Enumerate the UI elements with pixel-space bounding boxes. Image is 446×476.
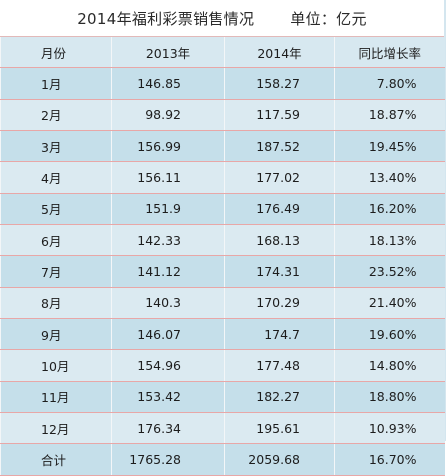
- cell-growth-rate: 19.45%: [334, 130, 445, 163]
- cell-month: 8月: [0, 287, 112, 320]
- cell-2013: 1765.28: [111, 443, 225, 476]
- cell-2014: 187.52: [224, 130, 335, 163]
- cell-2014: 177.48: [224, 349, 335, 382]
- table-row: 12月 176.34 195.61 10.93%: [0, 412, 445, 445]
- cell-2014: 182.27: [224, 381, 335, 414]
- table-title-row: 2014年福利彩票销售情况 单位：亿元: [0, 0, 444, 37]
- cell-2013: 156.99: [111, 130, 225, 163]
- header-row: 月份 2013年 2014年 同比增长率: [0, 37, 445, 69]
- cell-2014: 168.13: [224, 224, 335, 257]
- table-row: 2月 98.92 117.59 18.87%: [0, 99, 445, 132]
- header-growth-rate: 同比增长率: [334, 37, 445, 69]
- cell-2014: 174.31: [224, 255, 335, 288]
- cell-2014: 2059.68: [224, 443, 335, 476]
- cell-2013: 140.3: [111, 287, 225, 320]
- cell-month: 11月: [0, 381, 112, 414]
- cell-month: 9月: [0, 318, 112, 351]
- unit-label: 单位：亿元: [290, 9, 367, 28]
- table-row: 6月 142.33 168.13 18.13%: [0, 224, 445, 257]
- cell-growth-rate: 7.80%: [334, 67, 445, 100]
- cell-2013: 142.33: [111, 224, 225, 257]
- cell-month: 合计: [0, 443, 112, 476]
- cell-2013: 153.42: [111, 381, 225, 414]
- cell-growth-rate: 19.60%: [334, 318, 445, 351]
- cell-growth-rate: 23.52%: [334, 255, 445, 288]
- cell-2014: 158.27: [224, 67, 335, 100]
- cell-growth-rate: 16.20%: [334, 193, 445, 226]
- sales-table: 月份 2013年 2014年 同比增长率 1月 146.85 158.27 7.80%…: [0, 37, 445, 476]
- total-row: 合计 1765.28 2059.68 16.70%: [0, 443, 445, 476]
- cell-2013: 156.11: [111, 161, 225, 194]
- cell-month: 4月: [0, 161, 112, 194]
- cell-2013: 146.85: [111, 67, 225, 100]
- table-row: 3月 156.99 187.52 19.45%: [0, 130, 445, 163]
- cell-2014: 117.59: [224, 99, 335, 132]
- cell-growth-rate: 10.93%: [334, 412, 445, 445]
- cell-2013: 146.07: [111, 318, 225, 351]
- cell-month: 6月: [0, 224, 112, 257]
- table-row: 7月 141.12 174.31 23.52%: [0, 255, 445, 288]
- cell-growth-rate: 18.87%: [334, 99, 445, 132]
- cell-growth-rate: 13.40%: [334, 161, 445, 194]
- cell-2014: 176.49: [224, 193, 335, 226]
- cell-month: 2月: [0, 99, 112, 132]
- cell-month: 12月: [0, 412, 112, 445]
- table-row: 11月 153.42 182.27 18.80%: [0, 381, 445, 414]
- cell-2014: 170.29: [224, 287, 335, 320]
- table-row: 10月 154.96 177.48 14.80%: [0, 349, 445, 382]
- cell-month: 3月: [0, 130, 112, 163]
- cell-2014: 177.02: [224, 161, 335, 194]
- cell-growth-rate: 14.80%: [334, 349, 445, 382]
- table-row: 8月 140.3 170.29 21.40%: [0, 287, 445, 320]
- table-title: 2014年福利彩票销售情况: [77, 9, 255, 28]
- cell-2013: 141.12: [111, 255, 225, 288]
- cell-2014: 174.7: [224, 318, 335, 351]
- cell-2013: 154.96: [111, 349, 225, 382]
- header-2013: 2013年: [111, 37, 225, 69]
- cell-month: 7月: [0, 255, 112, 288]
- header-month: 月份: [0, 37, 112, 69]
- table-row: 1月 146.85 158.27 7.80%: [0, 67, 445, 100]
- cell-growth-rate: 16.70%: [334, 443, 445, 476]
- cell-growth-rate: 18.13%: [334, 224, 445, 257]
- cell-2013: 176.34: [111, 412, 225, 445]
- cell-month: 5月: [0, 193, 112, 226]
- cell-growth-rate: 21.40%: [334, 287, 445, 320]
- cell-month: 1月: [0, 67, 112, 100]
- cell-month: 10月: [0, 349, 112, 382]
- table-row: 5月 151.9 176.49 16.20%: [0, 193, 445, 226]
- cell-2013: 151.9: [111, 193, 225, 226]
- cell-2013: 98.92: [111, 99, 225, 132]
- cell-2014: 195.61: [224, 412, 335, 445]
- header-2014: 2014年: [224, 37, 335, 69]
- table-row: 9月 146.07 174.7 19.60%: [0, 318, 445, 351]
- cell-growth-rate: 18.80%: [334, 381, 445, 414]
- table-row: 4月 156.11 177.02 13.40%: [0, 161, 445, 194]
